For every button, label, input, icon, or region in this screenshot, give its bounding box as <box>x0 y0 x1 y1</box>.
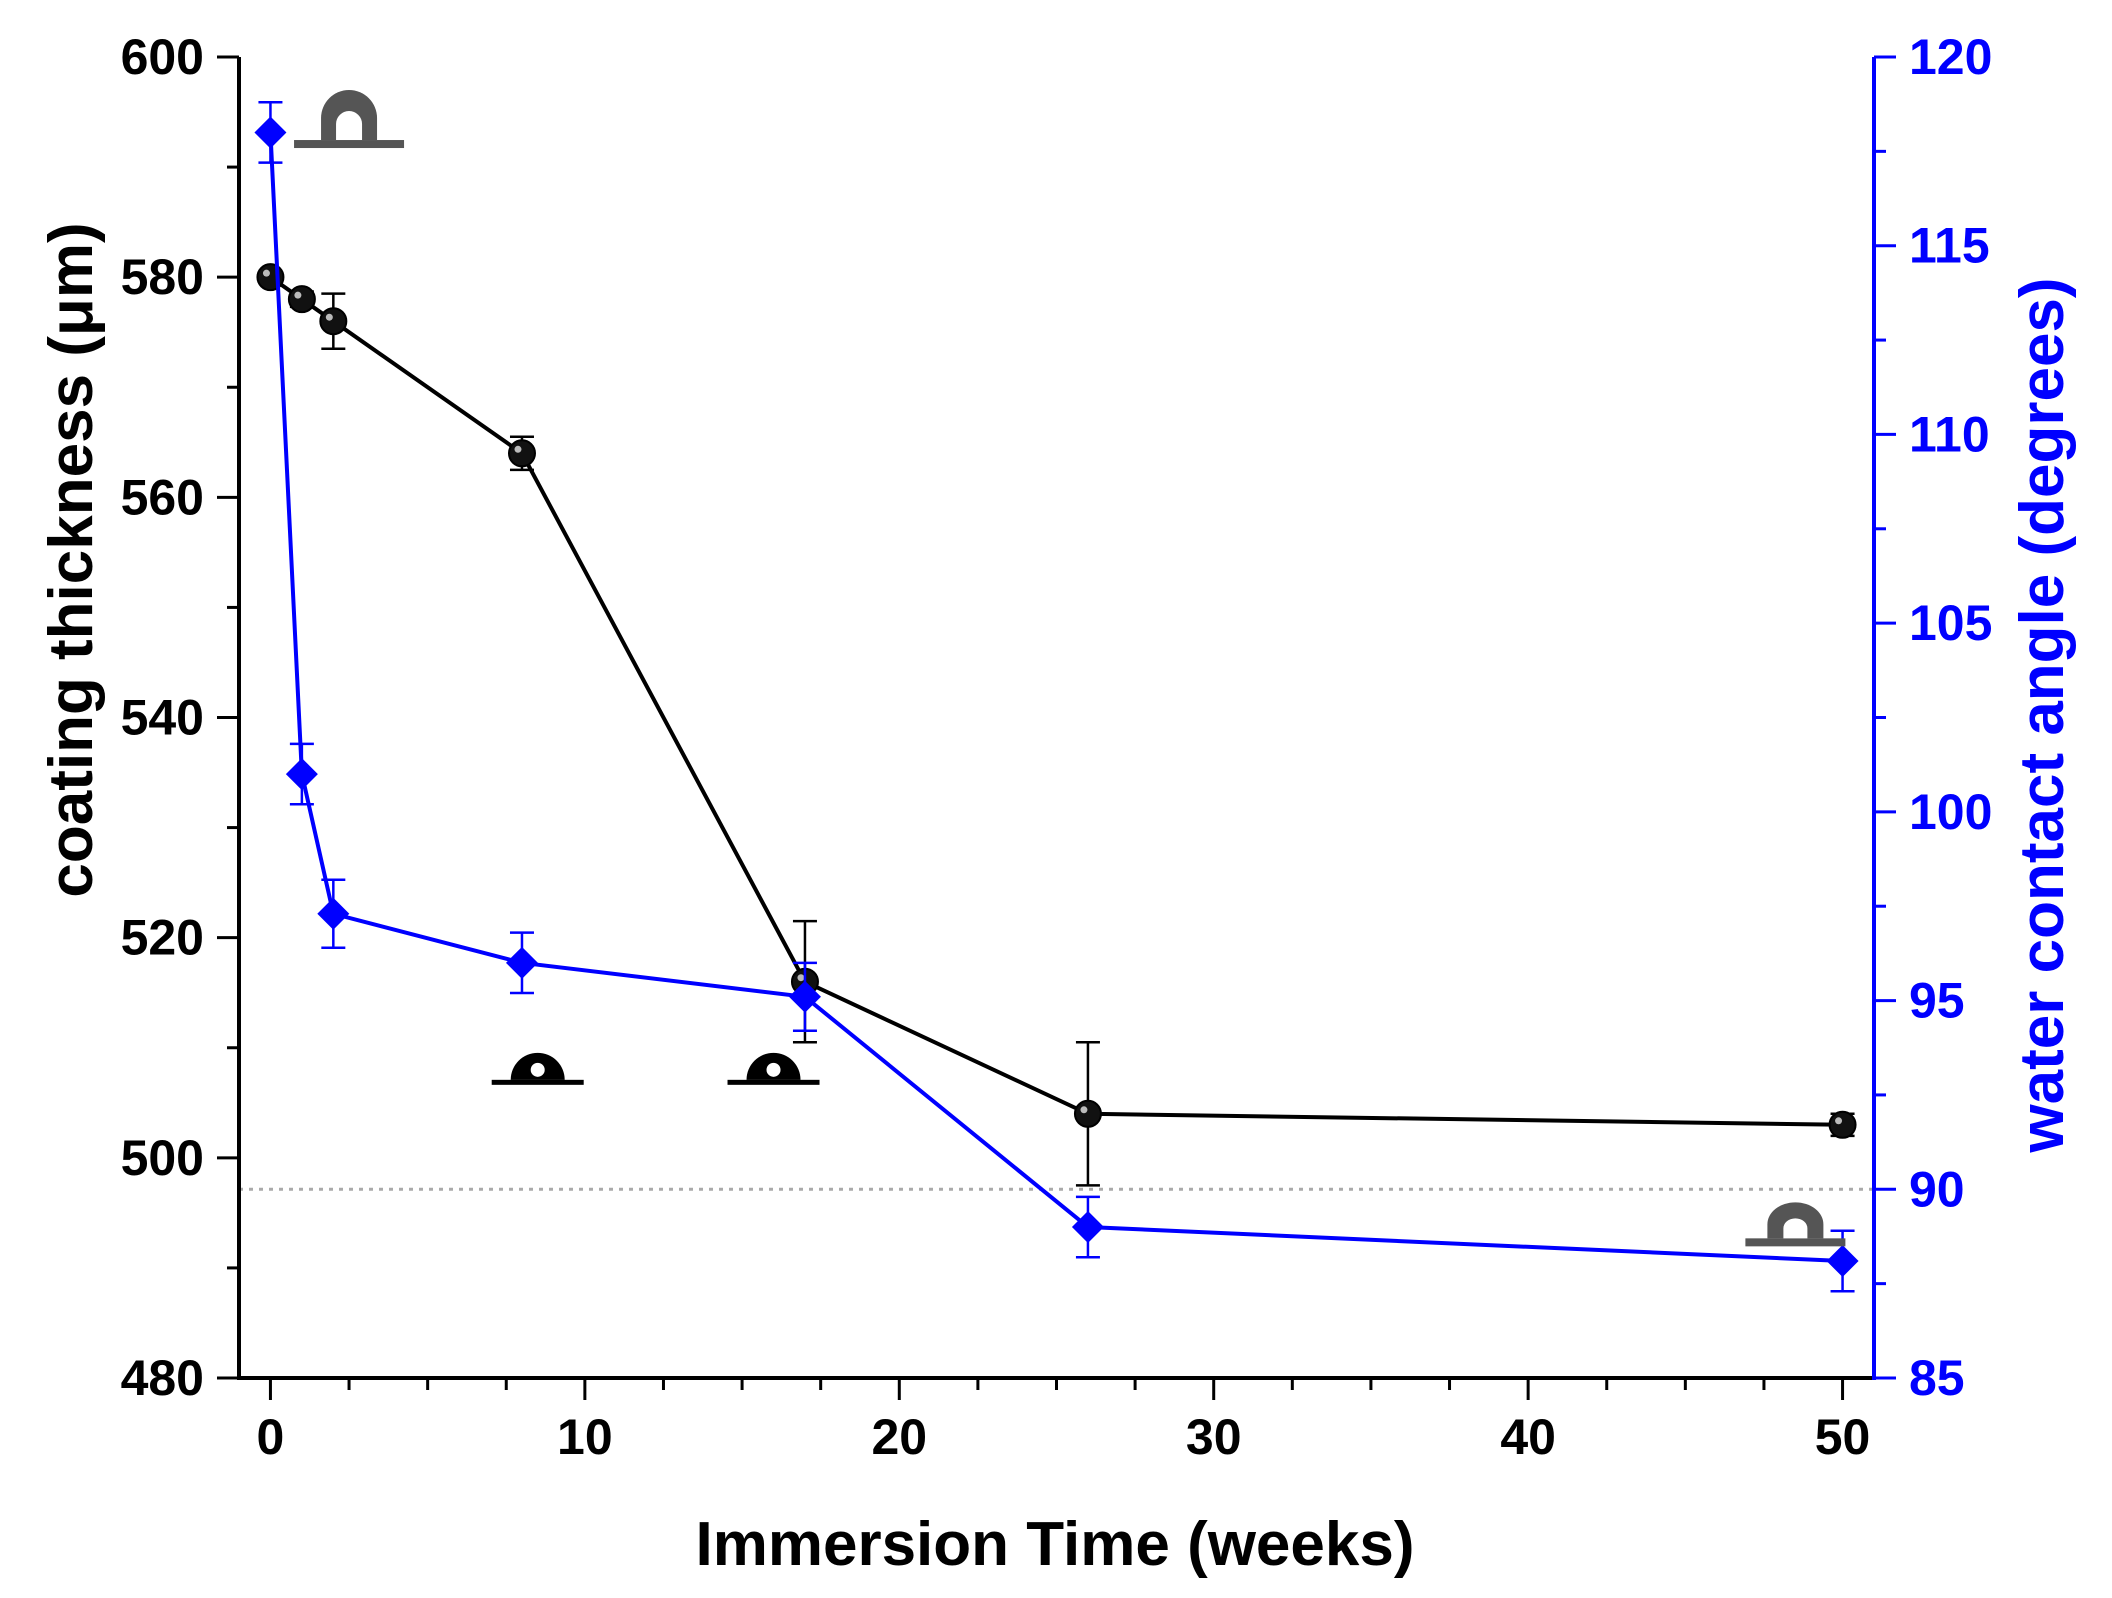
x-tick-label: 10 <box>557 1409 613 1465</box>
left-y-tick-label: 520 <box>121 910 204 966</box>
right-y-tick-label: 110 <box>1909 406 1990 462</box>
right-y-tick-label: 85 <box>1909 1350 1965 1406</box>
left-y-tick-label: 560 <box>121 469 204 525</box>
series-2-point <box>285 758 318 791</box>
droplet-surface <box>1745 1238 1846 1247</box>
water-droplet-icon <box>727 1052 820 1085</box>
x-tick-label: 0 <box>257 1409 285 1465</box>
droplet-icon-layer <box>294 90 1846 1247</box>
series-1-point-highlight <box>514 445 522 453</box>
droplet-highlight <box>336 111 363 141</box>
series-1-point-highlight <box>262 269 270 277</box>
left-y-tick-label: 540 <box>121 690 204 746</box>
series-2-point <box>505 946 538 979</box>
series-1-line <box>269 275 1843 1127</box>
x-tick-label: 50 <box>1815 1409 1871 1465</box>
series-1-point-highlight <box>325 313 333 321</box>
right-y-tick-label: 95 <box>1909 973 1965 1029</box>
series-1-point <box>507 439 536 468</box>
series-1-point-highlight <box>1835 1117 1843 1125</box>
water-droplet-icon <box>1745 1202 1846 1247</box>
series-2-point <box>317 897 350 930</box>
series-layer <box>254 101 1859 1293</box>
right-y-axis-title: water contact angle (degrees) <box>2008 277 2077 1153</box>
droplet-highlight <box>766 1062 781 1077</box>
series-2-line <box>268 132 1843 1263</box>
x-axis-title: Immersion Time (weeks) <box>695 1510 1414 1579</box>
series-1-point <box>287 285 316 314</box>
left-y-tick-label: 480 <box>121 1350 204 1406</box>
series-1-point <box>1073 1099 1102 1128</box>
x-tick-label: 20 <box>871 1409 927 1465</box>
axes-layer: 0 10 20 30 40 50 480 500 520 540 560 580 600 85 90 95 10… <box>121 29 1993 1465</box>
x-tick-label: 30 <box>1186 1409 1242 1465</box>
droplet-highlight <box>1783 1218 1808 1239</box>
right-y-tick-label: 120 <box>1909 29 1992 85</box>
series-2-point <box>1826 1244 1859 1277</box>
series-1-point-highlight <box>797 974 805 982</box>
series-2-point <box>254 116 287 149</box>
axis-label-layer: Immersion Time (weeks) coating thickness… <box>37 222 2077 1579</box>
left-y-axis-title: coating thickness (μm) <box>37 222 106 897</box>
series-2-point <box>1071 1211 1104 1244</box>
left-y-tick-label: 500 <box>121 1130 204 1186</box>
series-1-point-highlight <box>1080 1106 1088 1114</box>
droplet-surface <box>294 140 405 149</box>
water-droplet-icon <box>491 1052 584 1085</box>
right-y-tick-label: 115 <box>1909 218 1990 274</box>
droplet-surface <box>727 1079 820 1085</box>
x-tick-label: 40 <box>1500 1409 1556 1465</box>
series-1-point-highlight <box>294 291 302 299</box>
droplet-surface <box>491 1079 584 1085</box>
series-1-point <box>319 307 348 336</box>
droplet-highlight <box>530 1062 545 1077</box>
right-y-tick-label: 105 <box>1909 595 1992 651</box>
left-y-tick-label: 580 <box>121 249 204 305</box>
left-y-tick-label: 600 <box>121 29 204 85</box>
water-droplet-icon <box>294 90 405 149</box>
series-1-point <box>1828 1110 1857 1139</box>
right-y-tick-label: 90 <box>1909 1161 1965 1217</box>
right-y-tick-label: 100 <box>1909 784 1992 840</box>
series-2-point <box>788 980 821 1013</box>
